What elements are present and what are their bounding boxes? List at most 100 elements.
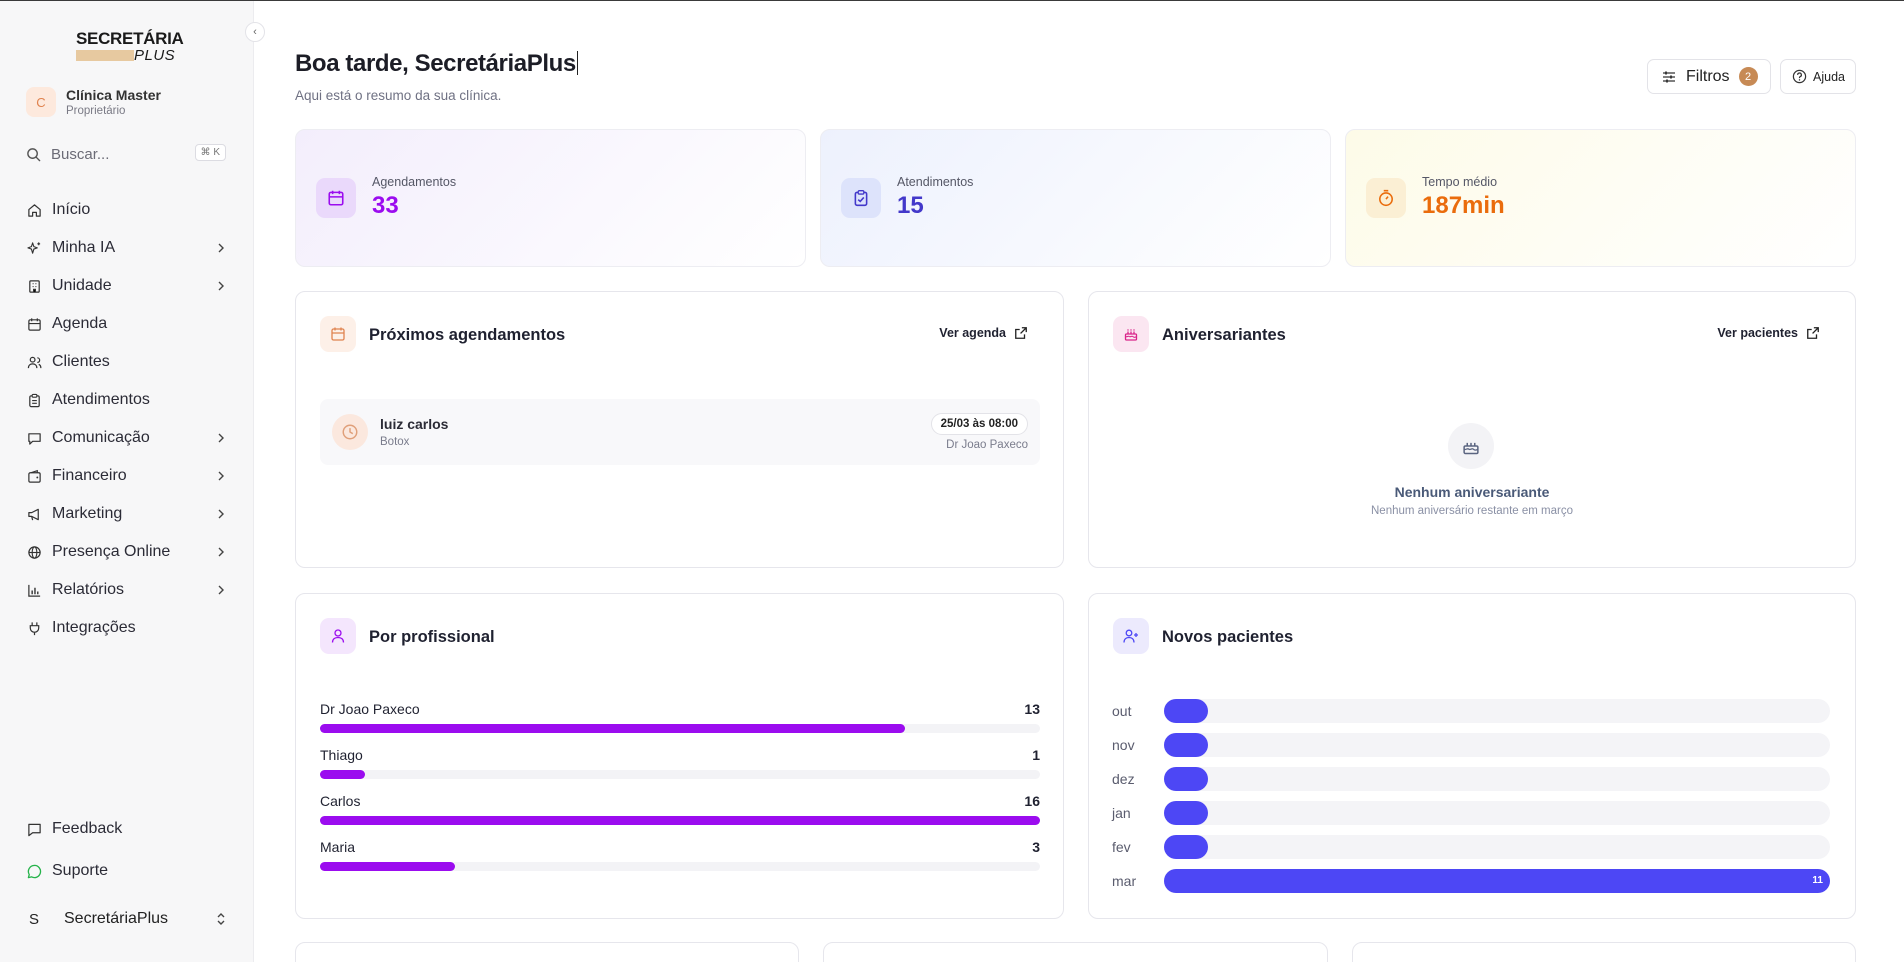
sidebar-item-suporte[interactable]: Suporte [26, 850, 228, 892]
help-button[interactable]: Ajuda [1780, 59, 1856, 94]
appointment-item[interactable]: luiz carlos Botox 25/03 às 08:00 Dr Joao… [320, 399, 1040, 465]
stat-value: 33 [372, 192, 399, 219]
view-patients-link[interactable]: Ver pacientes [1717, 326, 1820, 340]
building-icon [26, 278, 42, 294]
view-agenda-link[interactable]: Ver agenda [939, 326, 1028, 340]
card-title: Próximos agendamentos [369, 326, 566, 344]
users-icon [26, 354, 42, 370]
appointment-service: Botox [380, 436, 410, 448]
appointment-datetime: 25/03 às 08:00 [930, 413, 1028, 435]
bottom-card-3 [1352, 942, 1856, 962]
chevrons-up-down-icon [217, 913, 225, 925]
sidebar-collapse-button[interactable]: ‹ [245, 22, 265, 42]
chevron-right-icon [218, 471, 224, 481]
app-logo[interactable]: SECRETÁRIA PLUS [76, 29, 186, 65]
filters-label: Filtros [1686, 67, 1730, 85]
chevron-right-icon [218, 281, 224, 291]
card-title: Aniversariantes [1162, 326, 1286, 344]
professional-name: Dr Joao Paxeco [320, 701, 420, 717]
sidebar-item-financeiro[interactable]: Financeiro [26, 457, 228, 495]
chevron-right-icon [218, 243, 224, 253]
sidebar-item-label: Minha IA [52, 239, 116, 256]
user-plus-icon [1113, 618, 1149, 654]
filters-count-badge: 2 [1738, 67, 1758, 86]
calendar-icon [26, 316, 42, 332]
sidebar-item-label: Agenda [52, 315, 108, 332]
bar-chart-icon [26, 582, 42, 598]
sidebar-item-unidade[interactable]: Unidade [26, 267, 228, 305]
stat-value: 15 [897, 192, 924, 219]
clipboard-check-icon [841, 178, 881, 218]
month-label: fev [1112, 839, 1131, 855]
calendar-icon [320, 316, 356, 352]
sidebar-item-label: Comunicação [52, 429, 150, 446]
globe-icon [26, 544, 42, 560]
sidebar-item-label: Relatórios [52, 581, 125, 598]
clipboard-icon [26, 392, 42, 408]
sidebar-item-atendimentos[interactable]: Atendimentos [26, 381, 228, 419]
new-patients-row: fev [1112, 835, 1832, 859]
bar-fill [1164, 767, 1208, 791]
progress-track [320, 770, 1040, 779]
empty-state-subtitle: Nenhum aniversário restante em março [1371, 505, 1573, 517]
appointment-patient: luiz carlos [380, 416, 449, 432]
new-patients-row: jan [1112, 801, 1832, 825]
bar-fill: 11 [1164, 869, 1830, 893]
sidebar-item-label: Financeiro [52, 467, 127, 484]
bar-fill [1164, 733, 1208, 757]
timer-icon [1366, 178, 1406, 218]
progress-fill [320, 816, 1040, 825]
sidebar-item-clientes[interactable]: Clientes [26, 343, 228, 381]
help-circle-icon [1792, 69, 1807, 84]
chevron-right-icon [218, 509, 224, 519]
month-label: mar [1112, 873, 1137, 889]
sidebar: SECRETÁRIA PLUS C Clínica Master Proprie… [0, 1, 254, 962]
sidebar-item-label: Feedback [52, 820, 123, 837]
sidebar-item-marketing[interactable]: Marketing [26, 495, 228, 533]
help-label: Ajuda [1813, 69, 1845, 84]
search-input[interactable]: Buscar... ⌘ K [26, 143, 226, 165]
appointment-doctor: Dr Joao Paxeco [946, 439, 1028, 451]
professional-count: 1 [1032, 747, 1040, 763]
progress-fill [320, 770, 365, 779]
sidebar-item-minha-ia[interactable]: Minha IA [26, 229, 228, 267]
sidebar-item-feedback[interactable]: Feedback [26, 808, 228, 850]
bottom-card-1 [295, 942, 799, 962]
logo-text-sub: PLUS [134, 47, 176, 64]
bar-track [1164, 699, 1830, 723]
sidebar-item-integracoes[interactable]: Integrações [26, 609, 228, 647]
user-name: SecretáriaPlus [64, 910, 169, 927]
sidebar-item-relatorios[interactable]: Relatórios [26, 571, 228, 609]
professional-count: 3 [1032, 839, 1040, 855]
bar-value-label: 11 [1812, 875, 1823, 886]
sidebar-item-label: Presença Online [52, 543, 171, 560]
sidebar-item-inicio[interactable]: Início [26, 191, 228, 229]
sidebar-item-label: Integrações [52, 619, 136, 636]
feedback-icon [26, 821, 42, 837]
month-label: nov [1112, 737, 1135, 753]
bar-track [1164, 835, 1830, 859]
clock-icon [332, 414, 368, 450]
sidebar-item-label: Clientes [52, 353, 110, 370]
plug-icon [26, 620, 42, 636]
sidebar-item-presenca-online[interactable]: Presença Online [26, 533, 228, 571]
progress-fill [320, 862, 455, 871]
filters-button[interactable]: Filtros 2 [1647, 59, 1771, 94]
sidebar-item-comunicacao[interactable]: Comunicação [26, 419, 228, 457]
stat-value: 187min [1422, 192, 1505, 219]
stat-label: Atendimentos [897, 175, 974, 189]
window-top-border [0, 0, 1904, 1]
progress-track [320, 862, 1040, 871]
sidebar-nav: Início Minha IA Unidade Agenda Clientes … [26, 191, 228, 647]
sidebar-item-agenda[interactable]: Agenda [26, 305, 228, 343]
professional-row: Carlos 16 [320, 793, 1040, 833]
bottom-card-2 [823, 942, 1328, 962]
user-switcher[interactable]: S SecretáriaPlus [26, 906, 228, 932]
bar-track [1164, 801, 1830, 825]
account-switcher[interactable]: C Clínica Master Proprietário [26, 87, 161, 117]
card-title: Por profissional [369, 628, 495, 646]
sliders-icon [1663, 71, 1675, 82]
new-patients-row: dez [1112, 767, 1832, 791]
cake-icon [1448, 423, 1494, 469]
bar-track [1164, 767, 1830, 791]
